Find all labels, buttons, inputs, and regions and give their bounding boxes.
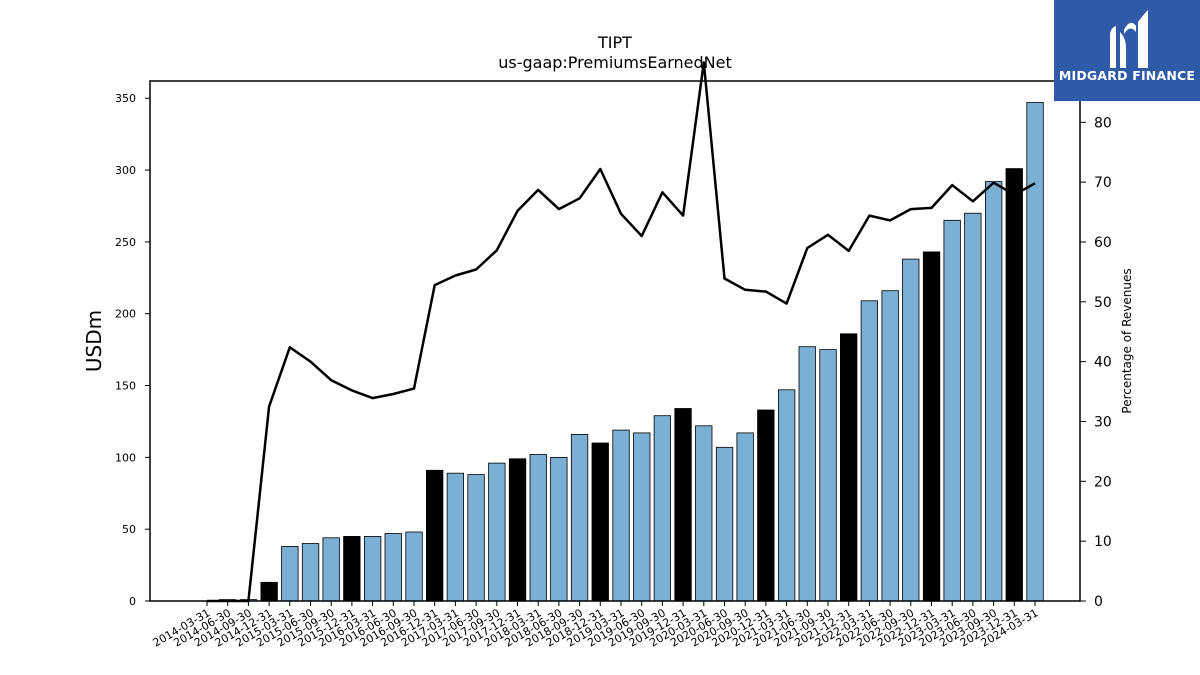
y2-tick-label: 40: [1094, 355, 1112, 371]
bar-2016-06-30: [384, 533, 402, 602]
bar-2020-09-30: [736, 432, 754, 602]
bar-2021-06-30: [798, 346, 816, 602]
bar-2018-12-31: [591, 442, 609, 602]
y2-tick-label: 10: [1094, 534, 1112, 550]
bar-2014-12-31: [260, 581, 278, 602]
chart-subtitle: us-gaap:PremiumsEarnedNet: [498, 53, 732, 72]
bar-series: [218, 102, 1044, 602]
logo-text: MIDGARD FINANCE: [1058, 68, 1196, 83]
y-tick-label: 250: [115, 236, 136, 249]
bar-2020-03-31: [695, 425, 713, 602]
bar-2019-06-30: [633, 432, 651, 602]
y2-tick-label: 20: [1094, 474, 1112, 490]
bar-2021-09-30: [819, 349, 837, 602]
bar-2016-09-30: [405, 531, 423, 602]
bar-2020-06-30: [715, 446, 734, 602]
bar-2019-09-30: [653, 415, 671, 602]
axes: 0501001502002503003500102030405060708020…: [115, 80, 1112, 650]
bar-2024-03-31: [1026, 102, 1044, 602]
y2-tick-label: 70: [1094, 175, 1112, 191]
y-tick-label: 0: [129, 595, 136, 608]
bar-2021-03-31: [778, 389, 796, 602]
bar-2023-06-30: [964, 212, 982, 602]
line-percentage-of-revenues: [207, 61, 1036, 603]
bar-2023-09-30: [985, 181, 1003, 602]
bar-2019-03-31: [612, 429, 630, 602]
logo-mark-icon: [1110, 10, 1148, 68]
bar-2017-06-30: [467, 474, 485, 602]
y2-tick-label: 60: [1094, 235, 1112, 251]
line-series: [207, 61, 1036, 603]
bar-2016-12-31: [425, 469, 444, 602]
y2-tick-label: 30: [1094, 414, 1112, 430]
y-axis-label: USDm: [82, 310, 106, 372]
bar-2021-12-31: [840, 333, 858, 602]
bar-2022-12-31: [922, 251, 941, 602]
y-tick-label: 350: [115, 92, 136, 105]
logo: MIDGARD FINANCE: [1054, 0, 1200, 101]
bar-2017-12-31: [508, 458, 527, 602]
chart-title: TIPT: [597, 33, 632, 52]
bar-2018-06-30: [550, 456, 568, 602]
bar-2015-06-30: [301, 543, 320, 602]
y2-tick-label: 0: [1094, 594, 1103, 610]
bar-2022-03-31: [860, 300, 878, 602]
bar-2018-03-31: [529, 454, 547, 602]
bar-2017-03-31: [446, 472, 465, 602]
y2-tick-label: 50: [1094, 295, 1112, 311]
bar-2023-03-31: [943, 219, 961, 602]
y-tick-label: 100: [115, 451, 136, 464]
y2-axis-label: Percentage of Revenues: [1120, 268, 1134, 413]
y2-tick-label: 80: [1094, 115, 1112, 131]
bar-2022-06-30: [881, 290, 899, 602]
bar-2019-12-31: [674, 408, 692, 602]
bar-2022-09-30: [902, 258, 920, 602]
bar-2020-12-31: [757, 409, 775, 602]
bar-2017-09-30: [488, 462, 506, 602]
bar-2016-03-31: [363, 536, 382, 602]
bar-2015-03-31: [281, 546, 299, 602]
bar-2015-12-31: [343, 536, 361, 602]
y-tick-label: 200: [115, 308, 136, 321]
y-tick-label: 150: [115, 380, 136, 393]
bar-2018-09-30: [570, 433, 589, 602]
y-tick-label: 300: [115, 164, 136, 177]
y-tick-label: 50: [122, 523, 136, 536]
plot-frame: [149, 80, 1081, 602]
bar-2015-09-30: [322, 537, 340, 602]
bar-2023-12-31: [1005, 168, 1023, 602]
